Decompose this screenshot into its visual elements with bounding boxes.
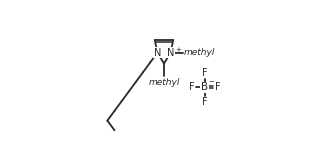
Text: B: B: [201, 82, 208, 92]
Text: F: F: [202, 97, 208, 107]
Text: F: F: [202, 68, 208, 78]
Text: methyl: methyl: [183, 48, 215, 57]
Text: F: F: [189, 82, 195, 92]
Text: +: +: [175, 47, 181, 53]
Text: −: −: [208, 79, 214, 85]
Text: N: N: [154, 48, 161, 58]
Text: N: N: [167, 48, 174, 58]
Text: methyl: methyl: [148, 78, 180, 87]
Text: F: F: [214, 82, 220, 92]
